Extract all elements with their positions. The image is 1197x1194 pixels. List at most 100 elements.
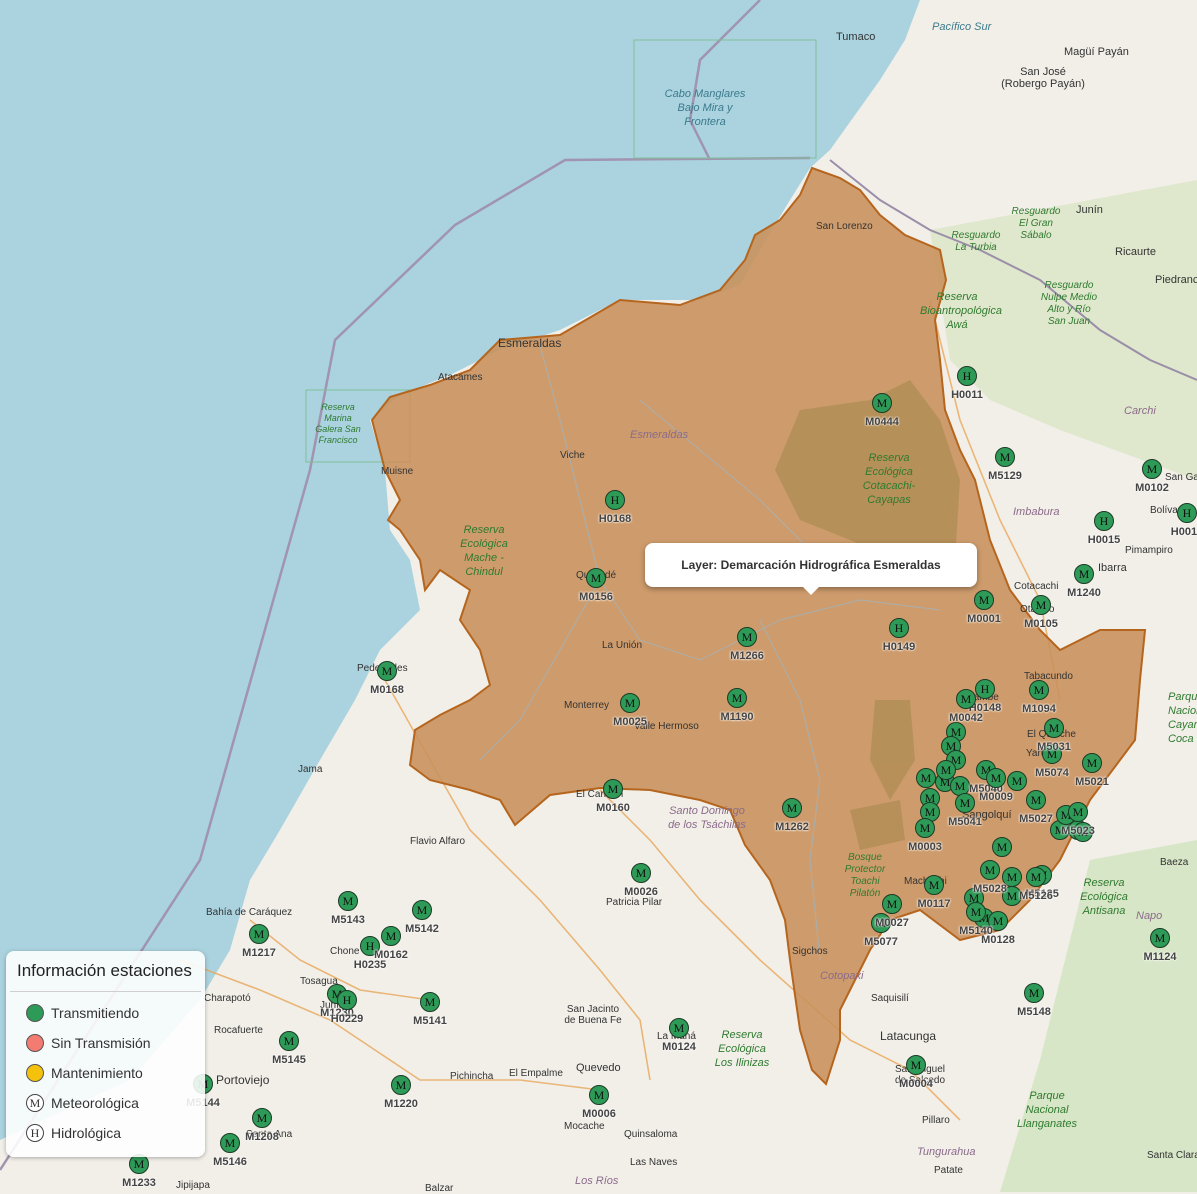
- station-marker-m0004[interactable]: M: [906, 1055, 926, 1075]
- station-marker-m0168[interactable]: M: [377, 661, 397, 681]
- label-cotopaxi: Cotopaxi: [820, 970, 864, 982]
- label-carchi: Carchi: [1124, 405, 1156, 417]
- green-dot-icon: [26, 1004, 44, 1022]
- station-marker-h0235[interactable]: H: [360, 936, 380, 956]
- station-marker-m0162[interactable]: M: [381, 926, 401, 946]
- maritime-boundary: [0, 156, 811, 1171]
- station-marker-m0128[interactable]: M: [988, 911, 1008, 931]
- station-marker-m5021[interactable]: M: [1082, 753, 1102, 773]
- legend-item-meteorological: M Meteorológica: [6, 1088, 205, 1118]
- station-marker-m1240[interactable]: M: [1074, 564, 1094, 584]
- station-marker-m0124[interactable]: M: [669, 1018, 689, 1038]
- station-marker-h0015[interactable]: H: [1094, 511, 1114, 531]
- station-marker-m5126[interactable]: M: [1026, 867, 1046, 887]
- station-marker-m1094[interactable]: M: [1029, 680, 1049, 700]
- station-marker-h0149[interactable]: H: [889, 618, 909, 638]
- station-marker-m5077[interactable]: M: [871, 913, 891, 933]
- station-marker-cluster[interactable]: M: [1073, 822, 1093, 842]
- label-cayambe-coca: Parque Nacional Cayambe Coca: [1168, 691, 1197, 745]
- station-marker-m5031[interactable]: M: [1044, 718, 1064, 738]
- international-boundary: [688, 0, 761, 161]
- basin-forest: [775, 380, 960, 850]
- pacific-ocean: [0, 0, 920, 1140]
- station-marker-m5041[interactable]: M: [955, 793, 975, 813]
- station-marker-cluster[interactable]: M: [1007, 771, 1027, 791]
- tooltip-text: Layer: Demarcación Hidrográfica Esmerald…: [681, 558, 941, 572]
- label-antisana: Reserva Ecológica Antisana: [1080, 877, 1128, 917]
- station-marker-m0006[interactable]: M: [589, 1085, 609, 1105]
- label-llanganates: Parque Nacional Llanganates: [1017, 1090, 1077, 1130]
- station-marker-m5140[interactable]: M: [966, 902, 986, 922]
- station-marker-m1233[interactable]: M: [129, 1154, 149, 1174]
- label-toachi: Bosque Protector Toachi Pilatón: [844, 852, 886, 899]
- andes-forest: [930, 180, 1197, 480]
- station-marker-m5027[interactable]: M: [1026, 790, 1046, 810]
- station-marker-m5145[interactable]: M: [279, 1031, 299, 1051]
- station-marker-m1266[interactable]: M: [737, 627, 757, 647]
- station-marker-m0026[interactable]: M: [631, 863, 651, 883]
- station-marker-cluster[interactable]: M: [916, 768, 936, 788]
- label-santo-domingo: Santo Domingo de los Tsáchilas: [668, 805, 746, 831]
- station-marker-m5143[interactable]: M: [338, 891, 358, 911]
- station-marker-h0011[interactable]: H: [957, 366, 977, 386]
- station-marker-m0001[interactable]: M: [974, 590, 994, 610]
- label-cotacachi-cayapas: Reserva Ecológica Cotacachi-Cayapas: [862, 452, 916, 506]
- station-marker-m1190[interactable]: M: [727, 688, 747, 708]
- legend-label: Mantenimiento: [51, 1065, 143, 1081]
- station-marker-cluster[interactable]: M: [1002, 886, 1022, 906]
- label-tungurahua: Tungurahua: [917, 1146, 976, 1158]
- station-marker-m0444[interactable]: M: [872, 393, 892, 413]
- station-marker-m5142[interactable]: M: [412, 900, 432, 920]
- station-marker-m1208[interactable]: M: [252, 1108, 272, 1128]
- label-imbabura: Imbabura: [1013, 506, 1060, 518]
- legend-item-transmitting: Transmitiendo: [6, 998, 205, 1028]
- label-cabo-manglares: Cabo Manglares Bajo Mira y Frontera: [664, 88, 746, 128]
- station-marker-m5129[interactable]: M: [995, 447, 1015, 467]
- station-marker-m0156[interactable]: M: [586, 568, 606, 588]
- station-marker-h0148[interactable]: H: [975, 679, 995, 699]
- station-marker-m5148[interactable]: M: [1024, 983, 1044, 1003]
- station-marker-cluster[interactable]: M: [1002, 867, 1022, 887]
- label-la-turbia: Resguardo La Turbia: [951, 230, 1001, 253]
- esmeraldas-basin[interactable]: [370, 166, 1147, 1086]
- legend-label: Transmitiendo: [51, 1005, 140, 1021]
- station-marker-m5028[interactable]: M: [980, 860, 1000, 880]
- station-marker-m0027[interactable]: M: [882, 894, 902, 914]
- station-marker-m0025[interactable]: M: [620, 693, 640, 713]
- legend-label: Meteorológica: [51, 1095, 139, 1111]
- station-marker-cluster[interactable]: M: [936, 760, 956, 780]
- cabo-manglares-boundary: [633, 39, 817, 159]
- station-marker-m5074[interactable]: M: [1042, 744, 1062, 764]
- station-marker-h0168[interactable]: H: [605, 490, 625, 510]
- meteorological-icon: M: [26, 1094, 44, 1112]
- label-awa: Reserva Bioantropológica Awá: [920, 291, 1002, 331]
- station-marker-m0009[interactable]: M: [986, 768, 1006, 788]
- label-napo: Napo: [1136, 910, 1163, 922]
- station-marker-m0160[interactable]: M: [603, 779, 623, 799]
- label-mache-chindul: Reserva Ecológica Mache - Chindul: [460, 524, 508, 578]
- hydrological-icon: H: [26, 1124, 44, 1142]
- station-marker-m1217[interactable]: M: [249, 924, 269, 944]
- station-marker-m0117[interactable]: M: [924, 875, 944, 895]
- station-marker-h0016[interactable]: H: [1177, 503, 1197, 523]
- station-marker-m0042[interactable]: M: [956, 689, 976, 709]
- station-marker-m5141[interactable]: M: [420, 992, 440, 1012]
- legend-item-hydrological: H Hidrológica: [6, 1118, 205, 1148]
- station-marker-m0102[interactable]: M: [1142, 459, 1162, 479]
- station-marker-m1262[interactable]: M: [782, 798, 802, 818]
- station-marker-m5023[interactable]: M: [1068, 802, 1088, 822]
- label-pacifico-sur: Pacífico Sur: [932, 21, 992, 33]
- station-marker-m0003[interactable]: M: [915, 818, 935, 838]
- legend-label: Hidrológica: [51, 1125, 122, 1141]
- legend-title: Información estaciones: [10, 951, 201, 992]
- station-marker-m5146[interactable]: M: [220, 1133, 240, 1153]
- label-galera: Reserva Marina Galera San Francisco: [315, 402, 361, 445]
- land-boundary: [829, 159, 1197, 381]
- station-marker-cluster[interactable]: M: [992, 837, 1012, 857]
- station-marker-h0229[interactable]: H: [337, 990, 357, 1010]
- station-marker-m1220[interactable]: M: [391, 1075, 411, 1095]
- station-marker-m1124[interactable]: M: [1150, 928, 1170, 948]
- station-marker-m0105[interactable]: M: [1031, 595, 1051, 615]
- yellow-dot-icon: [26, 1064, 44, 1082]
